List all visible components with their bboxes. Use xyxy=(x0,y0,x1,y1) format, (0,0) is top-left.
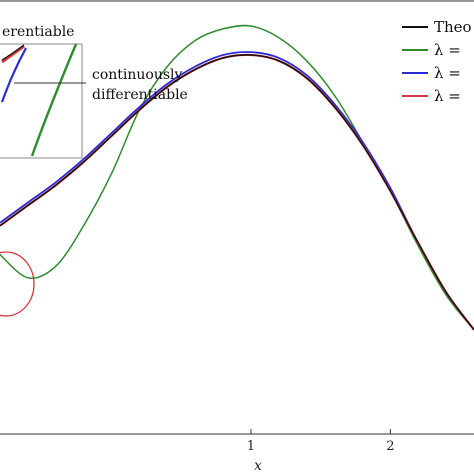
x-tick-label-1: 2 xyxy=(386,439,394,454)
callout-label-line2: differentiable xyxy=(92,87,188,103)
legend-label-0: Theo xyxy=(434,18,472,36)
x-tick-label-0: 1 xyxy=(247,439,255,454)
inset-zoom xyxy=(0,43,83,159)
highlight-ellipse xyxy=(0,251,35,317)
inset-blue-curve xyxy=(0,47,27,103)
x-axis-label: x xyxy=(254,458,262,474)
inset-green-curve xyxy=(30,43,78,157)
inset-label: erentiable xyxy=(2,24,74,40)
legend-label-2: λ = xyxy=(434,64,461,82)
callout-label-line1: continuously xyxy=(92,67,183,83)
legend-label-3: λ = xyxy=(434,87,461,105)
series-line-2 xyxy=(0,51,474,331)
series-line-0 xyxy=(0,54,474,331)
inset-red-curve xyxy=(1,44,25,64)
series-layer xyxy=(0,24,474,331)
legend-label-1: λ = xyxy=(434,41,461,59)
legend: Theo λ = λ = λ = xyxy=(402,18,472,105)
inset-black-curve xyxy=(1,44,25,61)
